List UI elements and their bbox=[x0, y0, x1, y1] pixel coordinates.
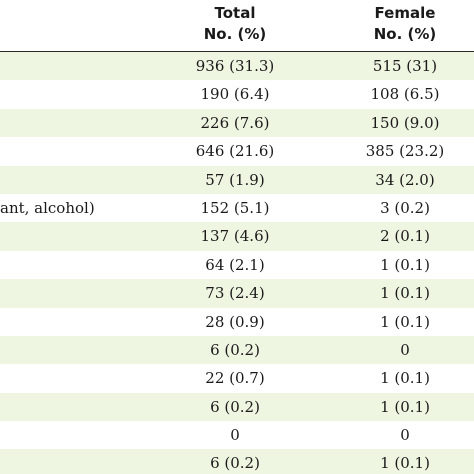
cell-total: 6 (0.2) bbox=[210, 340, 260, 359]
cell-female: 1 (0.1) bbox=[380, 454, 430, 473]
cell-female: 385 (23.2) bbox=[365, 142, 445, 161]
table-row: 22 (0.7) 1 (0.1) bbox=[0, 364, 474, 392]
cell-female: 150 (9.0) bbox=[370, 113, 440, 132]
cell-female: 1 (0.1) bbox=[380, 255, 430, 274]
header-total-title: Total bbox=[214, 4, 256, 22]
cell-female: 3 (0.2) bbox=[380, 198, 430, 217]
cell-total: 28 (0.9) bbox=[205, 312, 265, 331]
header-total-unit: No. (%) bbox=[203, 25, 267, 43]
header-divider bbox=[0, 51, 474, 52]
cell-total: 0 bbox=[230, 426, 240, 445]
cell-female: 0 bbox=[400, 340, 410, 359]
table-row: 6 (0.2) 1 (0.1) bbox=[0, 392, 474, 422]
cell-total: 73 (2.4) bbox=[205, 284, 265, 303]
cell-total: 64 (2.1) bbox=[205, 255, 265, 274]
cell-total: 137 (4.6) bbox=[200, 227, 270, 246]
table-row: 226 (7.6) 150 (9.0) bbox=[0, 108, 474, 138]
cell-female: 0 bbox=[400, 426, 410, 445]
table-row: 28 (0.9) 1 (0.1) bbox=[0, 308, 474, 336]
table-row: 936 (31.3) 515 (31) bbox=[0, 52, 474, 81]
cell-total: 57 (1.9) bbox=[205, 170, 265, 189]
cell-total: 646 (21.6) bbox=[195, 142, 275, 161]
cell-total: 152 (5.1) bbox=[200, 198, 270, 217]
cell-total: 22 (0.7) bbox=[205, 369, 265, 388]
table-body: 936 (31.3) 515 (31) 190 (6.4) 108 (6.5) 226 … bbox=[0, 52, 474, 474]
cell-total: 226 (7.6) bbox=[200, 113, 270, 132]
header-female-title: Female bbox=[374, 4, 436, 22]
cell-total: 6 (0.2) bbox=[210, 397, 260, 416]
cell-female: 1 (0.1) bbox=[380, 397, 430, 416]
table-row: 6 (0.2) 1 (0.1) bbox=[0, 449, 474, 474]
cell-female: 1 (0.1) bbox=[380, 312, 430, 331]
cell-female: 515 (31) bbox=[372, 57, 438, 75]
table-header: Total No. (%) Female No. (%) bbox=[0, 0, 474, 50]
table-row: 646 (21.6) 385 (23.2) bbox=[0, 137, 474, 165]
table-row: ant, alcohol) 152 (5.1) 3 (0.2) bbox=[0, 194, 474, 222]
cell-total: 936 (31.3) bbox=[195, 57, 275, 75]
table-row: 57 (1.9) 34 (2.0) bbox=[0, 165, 474, 194]
cell-female: 34 (2.0) bbox=[375, 170, 435, 189]
cell-female: 1 (0.1) bbox=[380, 284, 430, 303]
cell-female: 1 (0.1) bbox=[380, 369, 430, 388]
header-female-unit: No. (%) bbox=[373, 25, 437, 43]
cell-female: 2 (0.1) bbox=[380, 227, 430, 246]
table-row: 73 (2.4) 1 (0.1) bbox=[0, 279, 474, 308]
cell-total: 6 (0.2) bbox=[210, 454, 260, 473]
row-label: ant, alcohol) bbox=[0, 198, 95, 217]
table-row: 6 (0.2) 0 bbox=[0, 335, 474, 365]
table-row: 137 (4.6) 2 (0.1) bbox=[0, 222, 474, 251]
table-row: 64 (2.1) 1 (0.1) bbox=[0, 251, 474, 279]
cell-total: 190 (6.4) bbox=[200, 85, 270, 104]
cell-female: 108 (6.5) bbox=[370, 85, 440, 104]
table-row: 190 (6.4) 108 (6.5) bbox=[0, 80, 474, 108]
